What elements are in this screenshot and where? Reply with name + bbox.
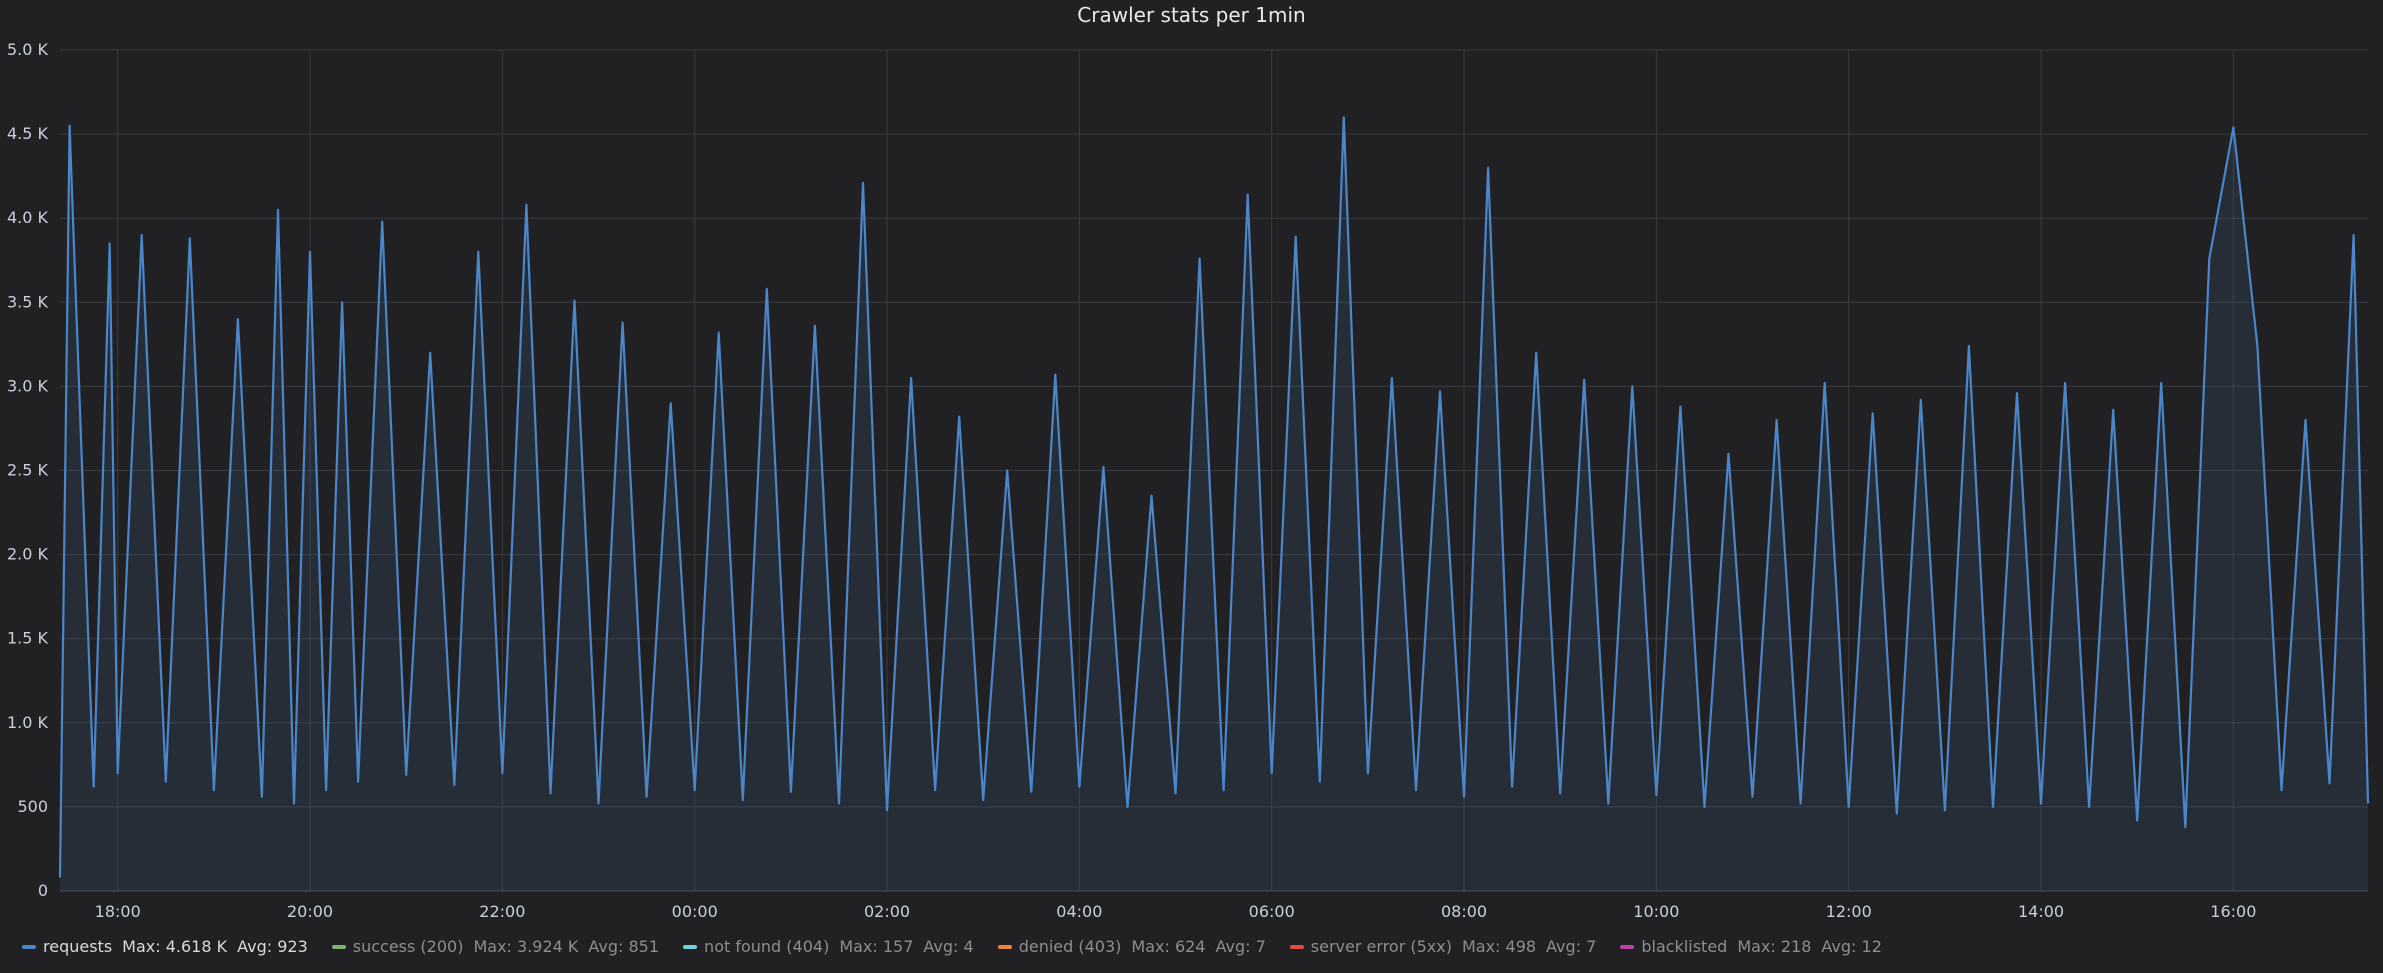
legend-avg: Avg: 12 [1821,937,1882,956]
chart-plot[interactable]: 0 500 1.0 K 1.5 K 2.0 K 2.5 K 3.0 K 3.5 K 4.0 K 4… [0,0,2383,930]
x-tick-label: 20:00 [287,902,333,921]
requests-area [60,117,2368,892]
legend-series-name: not found (404) [704,937,830,956]
x-tick-label: 22:00 [479,902,525,921]
x-axis: 18:00 20:00 22:00 00:00 02:00 04:00 06:00 08:00… [95,902,2257,921]
y-tick-label: 3.5 K [7,292,49,311]
chart-title: Crawler stats per 1min [1077,3,1306,27]
x-tick-label: 04:00 [1056,902,1102,921]
legend-series-name: success (200) [352,937,464,956]
legend-swatch [1289,944,1304,949]
x-tick-label: 02:00 [864,902,910,921]
legend-series-name: blacklisted [1641,937,1728,956]
legend-max: Max: 157 [839,937,914,956]
legend-item[interactable]: blacklisted Max: 218 Avg: 12 [1620,937,1892,956]
legend-avg: Avg: 7 [1215,937,1266,956]
x-tick-label: 10:00 [1633,902,1679,921]
legend-swatch [683,944,698,949]
x-tick-label: 00:00 [672,902,718,921]
y-tick-label: 4.0 K [7,208,49,227]
x-tick-label: 18:00 [95,902,141,921]
y-tick-label: 5.0 K [7,40,49,59]
legend-avg: Avg: 923 [237,937,308,956]
y-axis: 0 500 1.0 K 1.5 K 2.0 K 2.5 K 3.0 K 3.5 K 4.0 K 4… [7,40,49,900]
legend-avg: Avg: 4 [923,937,974,956]
grid-lines [60,49,2368,892]
legend-item[interactable]: success (200) Max: 3.924 K Avg: 851 [331,937,669,956]
series-lines [58,116,2370,878]
legend-item[interactable]: requests Max: 4.618 K Avg: 923 [22,937,318,956]
legend-series-name: server error (5xx) [1310,937,1452,956]
legend-max: Max: 218 [1737,937,1812,956]
y-tick-label: 1.0 K [7,713,49,732]
legend-item[interactable]: server error (5xx) Max: 498 Avg: 7 [1289,937,1607,956]
legend-max: Max: 624 [1131,937,1206,956]
legend-series-name: denied (403) [1018,937,1122,956]
x-tick-label: 08:00 [1441,902,1487,921]
legend-swatch [331,944,346,949]
series-area [60,117,2368,892]
legend-swatch [1620,944,1635,949]
legend-item[interactable]: not found (404) Max: 157 Avg: 4 [683,937,984,956]
y-tick-label: 500 [17,797,48,816]
y-tick-label: 1.5 K [7,629,49,648]
legend-avg: Avg: 851 [588,937,660,956]
x-tick-label: 16:00 [2210,902,2256,921]
y-tick-label: 2.0 K [7,545,49,564]
y-tick-label: 3.0 K [7,376,49,395]
legend-max: Max: 498 [1461,937,1537,956]
x-tick-label: 06:00 [1249,902,1295,921]
legend-series-name: requests [43,937,113,956]
y-tick-label: 2.5 K [7,461,49,480]
legend-swatch [22,944,36,949]
x-tick-label: 12:00 [1826,902,1872,921]
x-tick-label: 14:00 [2018,902,2064,921]
legend: requests Max: 4.618 K Avg: 923 success (200… [22,937,1906,956]
legend-avg: Avg: 7 [1546,937,1597,956]
legend-swatch [997,944,1012,949]
y-tick-label: 4.5 K [7,124,49,143]
legend-max: Max: 3.924 K [473,937,579,956]
legend-max: Max: 4.618 K [122,937,228,956]
y-tick-label: 0 [38,881,48,900]
legend-item[interactable]: denied (403) Max: 624 Avg: 7 [997,937,1276,956]
